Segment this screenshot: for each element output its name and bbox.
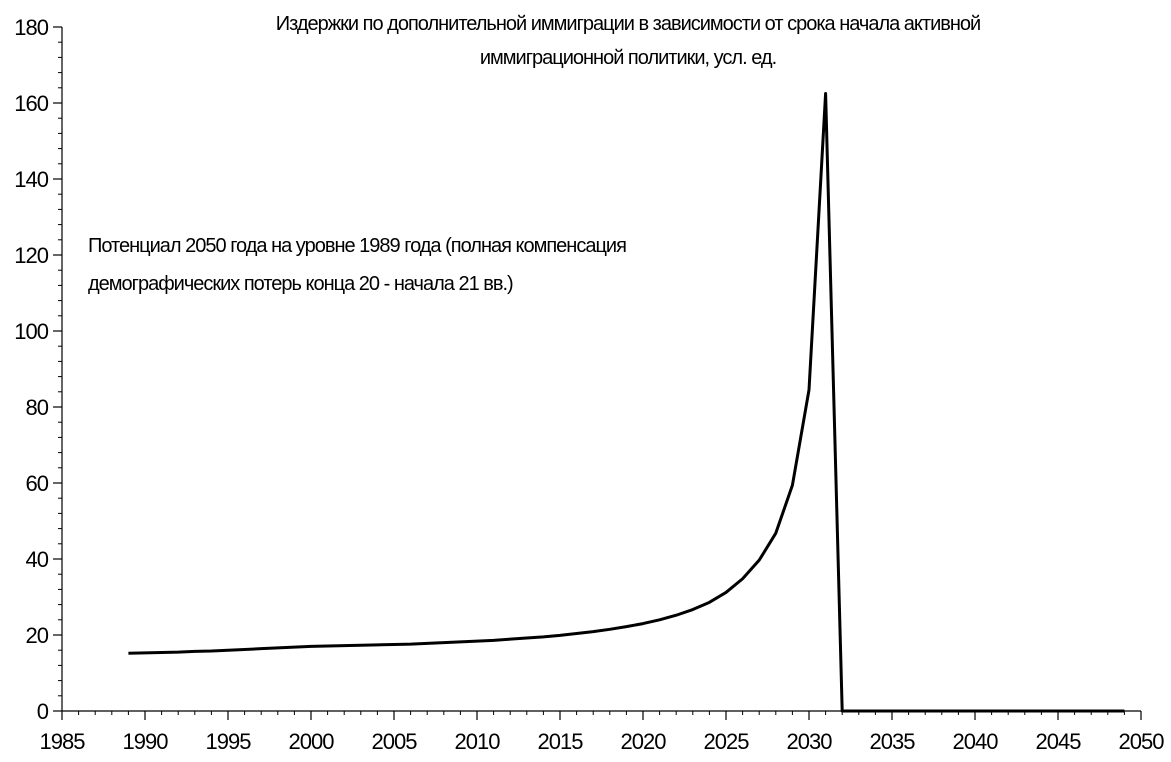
data-point	[791, 484, 793, 486]
x-tick-label: 2015	[538, 729, 584, 754]
x-tick-label: 2020	[621, 729, 667, 754]
data-point	[160, 651, 162, 653]
data-point	[957, 710, 959, 712]
data-point	[310, 645, 312, 647]
data-point	[492, 639, 494, 641]
data-point	[1057, 710, 1059, 712]
data-point	[1107, 710, 1109, 712]
y-tick-label: 160	[14, 91, 48, 116]
data-point	[476, 640, 478, 642]
data-point	[1024, 710, 1026, 712]
y-tick-label: 100	[14, 319, 48, 344]
data-point	[277, 647, 279, 649]
data-point	[326, 645, 328, 647]
data-point	[675, 614, 677, 616]
data-point	[708, 601, 710, 603]
x-tick-label: 2045	[1036, 729, 1082, 754]
data-point	[758, 559, 760, 561]
data-point	[559, 634, 561, 636]
y-tick-label: 60	[26, 471, 49, 496]
y-tick-label: 180	[14, 15, 48, 40]
data-point	[1073, 710, 1075, 712]
data-point	[808, 389, 810, 391]
data-point	[542, 636, 544, 638]
x-tick-label: 1985	[40, 729, 86, 754]
data-point	[293, 646, 295, 648]
x-tick-label: 2005	[372, 729, 418, 754]
y-tick-label: 20	[26, 623, 49, 648]
data-point	[360, 644, 362, 646]
chart-title-line-1: Издержки по дополнительной иммиграции в …	[276, 13, 980, 35]
chart-title-line-2: иммиграционной политики, усл. ед.	[480, 47, 776, 69]
x-tick-label: 2025	[704, 729, 750, 754]
data-point	[941, 710, 943, 712]
y-tick-label: 80	[26, 395, 49, 420]
data-point	[725, 591, 727, 593]
data-point	[891, 710, 893, 712]
data-point	[426, 642, 428, 644]
data-point	[592, 630, 594, 632]
data-point	[127, 652, 129, 654]
annotation-line-1: Потенциал 2050 года на уровне 1989 года …	[88, 235, 626, 257]
data-point	[692, 608, 694, 610]
data-point	[874, 710, 876, 712]
y-tick-label: 140	[14, 167, 48, 192]
annotation-line-2: демографических потерь конца 20 - начала…	[88, 273, 513, 295]
data-point	[243, 648, 245, 650]
data-point	[177, 651, 179, 653]
data-point	[775, 532, 777, 534]
data-point	[658, 619, 660, 621]
data-point	[459, 641, 461, 643]
data-point	[974, 710, 976, 712]
x-tick-label: 2030	[787, 729, 833, 754]
data-point	[526, 637, 528, 639]
data-points	[127, 92, 1125, 712]
y-tick-label: 0	[37, 699, 49, 724]
data-point	[741, 578, 743, 580]
data-point	[260, 647, 262, 649]
data-point	[210, 650, 212, 652]
x-tick-label: 2035	[870, 729, 916, 754]
data-point	[858, 710, 860, 712]
data-point	[443, 641, 445, 643]
y-tick-label: 120	[14, 243, 48, 268]
series-line	[128, 92, 1125, 713]
ticks	[53, 26, 1142, 720]
axes	[61, 27, 1141, 712]
tick-labels: 1985 1990 1995 2000 2005 2010 2015 2020 2025 2030…	[14, 15, 1165, 754]
data-point	[509, 638, 511, 640]
x-tick-label: 2000	[289, 729, 335, 754]
data-point	[907, 710, 909, 712]
data-point	[1007, 710, 1009, 712]
x-tick-label: 1990	[123, 729, 169, 754]
data-point	[409, 643, 411, 645]
data-point	[227, 649, 229, 651]
data-point	[625, 625, 627, 627]
data-point	[841, 710, 843, 712]
data-point	[924, 710, 926, 712]
data-point	[376, 644, 378, 646]
data-point	[990, 710, 992, 712]
data-point	[194, 650, 196, 652]
data-point	[609, 628, 611, 630]
data-point	[1123, 710, 1125, 712]
data-point	[144, 652, 146, 654]
x-tick-label: 2010	[455, 729, 501, 754]
data-point	[642, 622, 644, 624]
x-tick-label: 2040	[953, 729, 999, 754]
data-point	[824, 92, 826, 94]
data-point	[1040, 710, 1042, 712]
y-tick-label: 40	[26, 547, 49, 572]
x-tick-label: 1995	[206, 729, 252, 754]
x-tick-label: 2050	[1119, 729, 1165, 754]
data-point	[1090, 710, 1092, 712]
data-point	[575, 632, 577, 634]
data-point	[393, 643, 395, 645]
data-point	[343, 644, 345, 646]
